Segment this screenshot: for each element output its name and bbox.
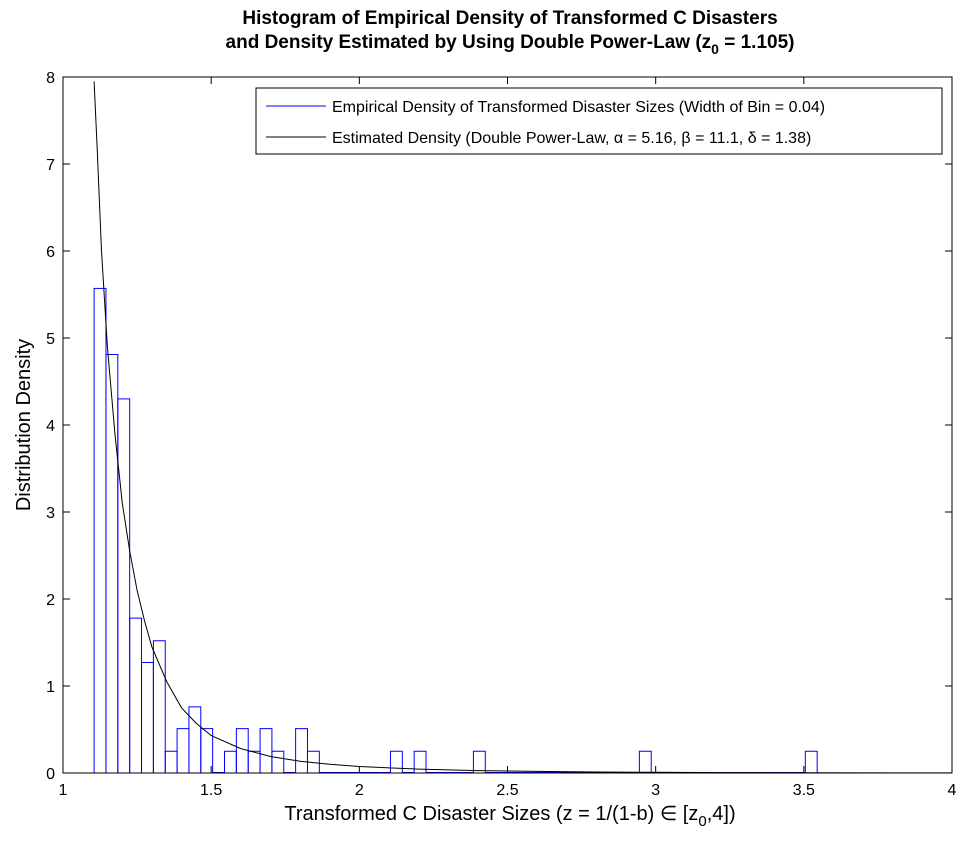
legend-entry-estimated: Estimated Density (Double Power-Law, α =… <box>332 130 811 147</box>
density-curve <box>93 81 953 774</box>
x-tick-label: 1.5 <box>200 782 222 799</box>
x-tick-label: 4 <box>948 782 957 799</box>
y-tick-label: 8 <box>46 70 55 87</box>
x-tick-label: 3 <box>651 782 660 799</box>
chart-title-line2: and Density Estimated by Using Double Po… <box>226 32 795 57</box>
legend: Empirical Density of Transformed Disaste… <box>255 87 943 155</box>
y-tick-label: 0 <box>46 766 55 783</box>
x-tick-label: 1 <box>59 782 68 799</box>
x-tick-label: 2.5 <box>496 782 518 799</box>
x-tick-label: 3.5 <box>793 782 815 799</box>
y-tick-label: 6 <box>46 244 55 261</box>
legend-entry-empirical: Empirical Density of Transformed Disaste… <box>332 99 825 116</box>
y-tick-label: 1 <box>46 679 55 696</box>
y-tick-label: 2 <box>46 592 55 609</box>
density-curve-series <box>93 81 953 774</box>
legend-box <box>255 87 943 155</box>
x-axis-label: Transformed C Disaster Sizes (z = 1/(1-b… <box>284 803 735 830</box>
y-tick-label: 5 <box>46 331 55 348</box>
chart-title-line1: Histogram of Empirical Density of Transf… <box>242 8 777 29</box>
y-axis-label: Distribution Density <box>13 339 35 511</box>
y-tick-label: 7 <box>46 157 55 174</box>
plot-area <box>63 77 952 773</box>
y-tick-label: 4 <box>46 418 55 435</box>
x-tick-label: 2 <box>355 782 364 799</box>
y-tick-label: 3 <box>46 505 55 522</box>
